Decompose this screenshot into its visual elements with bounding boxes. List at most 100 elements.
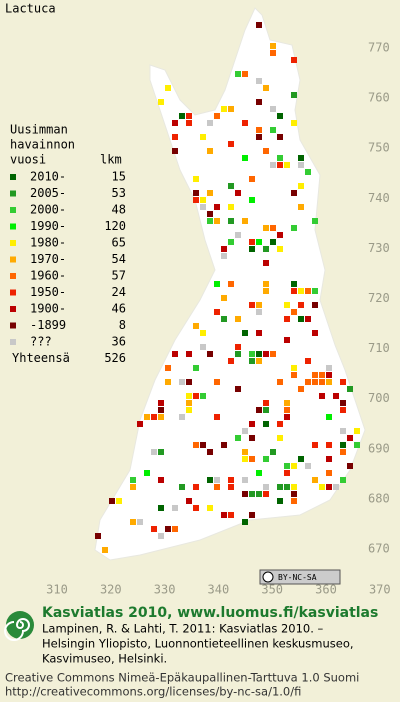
legend-count: 8: [119, 318, 126, 332]
square: [263, 288, 269, 294]
square: [319, 393, 325, 399]
square: [256, 407, 262, 413]
square: [235, 344, 241, 350]
square: [179, 484, 185, 490]
square: [158, 414, 164, 420]
square: [263, 260, 269, 266]
square: [193, 365, 199, 371]
y-grid-label: 670: [368, 542, 390, 556]
square: [214, 379, 220, 385]
square: [291, 281, 297, 287]
square: [207, 190, 213, 196]
square: [116, 498, 122, 504]
square: [256, 134, 262, 140]
legend-count: 36: [112, 335, 126, 349]
square: [249, 512, 255, 518]
square: [214, 281, 220, 287]
square: [354, 428, 360, 434]
square: [228, 239, 234, 245]
square: [291, 365, 297, 371]
square: [277, 435, 283, 441]
square: [109, 498, 115, 504]
square: [186, 400, 192, 406]
square: [193, 190, 199, 196]
square: [228, 512, 234, 518]
square: [242, 71, 248, 77]
square: [249, 456, 255, 462]
legend-swatch: [10, 306, 16, 312]
square: [305, 379, 311, 385]
square: [333, 484, 339, 490]
legend-swatch: [10, 339, 16, 345]
citation: Lampinen, R. & Lahti, T. 2011: Kasviatla…: [42, 622, 324, 636]
square: [298, 162, 304, 168]
square: [340, 477, 346, 483]
y-grid-label: 770: [368, 41, 390, 55]
square: [284, 302, 290, 308]
legend-label: 1950-: [30, 285, 66, 299]
square: [263, 85, 269, 91]
observation-squares: [95, 22, 360, 553]
square: [158, 400, 164, 406]
square: [172, 505, 178, 511]
title: Lactuca: [5, 2, 56, 16]
square: [228, 281, 234, 287]
square: [242, 428, 248, 434]
legend-swatch: [10, 273, 16, 279]
square: [305, 288, 311, 294]
square: [291, 484, 297, 490]
square: [277, 155, 283, 161]
square: [172, 134, 178, 140]
square: [221, 512, 227, 518]
square: [256, 302, 262, 308]
square: [263, 456, 269, 462]
square: [347, 386, 353, 392]
square: [298, 456, 304, 462]
square: [270, 127, 276, 133]
square: [221, 106, 227, 112]
y-grid-label: 690: [368, 441, 390, 455]
square: [235, 71, 241, 77]
square: [221, 295, 227, 301]
legend-label: 1980-: [30, 236, 66, 250]
square: [137, 421, 143, 427]
square: [179, 379, 185, 385]
citation: Kasvimuseo, Helsinki.: [42, 652, 167, 666]
legend-count: 46: [112, 302, 126, 316]
square: [312, 302, 318, 308]
square: [158, 407, 164, 413]
square: [277, 421, 283, 427]
square: [347, 435, 353, 441]
square: [256, 22, 262, 28]
square: [214, 414, 220, 420]
square: [326, 470, 332, 476]
square: [312, 330, 318, 336]
square: [277, 232, 283, 238]
square: [214, 477, 220, 483]
square: [207, 351, 213, 357]
square: [270, 106, 276, 112]
legend: Uusimman havainnon vuosi lkm 2010- 15 2005…: [10, 123, 126, 365]
square: [256, 470, 262, 476]
square: [347, 463, 353, 469]
legend-label: 1900-: [30, 302, 66, 316]
legend-label: 2000-: [30, 203, 66, 217]
square: [256, 78, 262, 84]
square: [277, 379, 283, 385]
square: [221, 316, 227, 322]
legend-total-count: 526: [104, 351, 126, 365]
square: [291, 120, 297, 126]
square: [242, 519, 248, 525]
square: [249, 302, 255, 308]
square: [326, 379, 332, 385]
legend-col: lkm: [100, 153, 122, 167]
square: [326, 414, 332, 420]
square: [249, 239, 255, 245]
square: [284, 470, 290, 476]
square: [200, 330, 206, 336]
legend-swatch: [10, 240, 16, 246]
legend-swatch: [10, 289, 16, 296]
square: [340, 449, 346, 455]
square: [284, 337, 290, 343]
